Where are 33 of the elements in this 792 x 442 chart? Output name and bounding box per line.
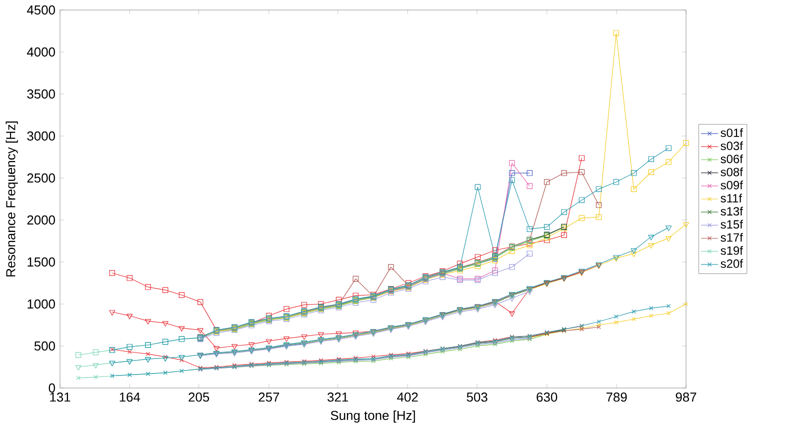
legend-label: s03f: [720, 141, 743, 150]
x-tick-label: 789: [606, 392, 627, 402]
x-tick-label: 630: [536, 392, 558, 402]
legend-label: s01f: [720, 128, 743, 138]
x-tick-label: 164: [120, 392, 140, 402]
x-tick-label: 321: [328, 392, 348, 402]
legend-label: s08f: [720, 168, 743, 176]
legend-label: s19f: [720, 246, 743, 255]
y-tick-label: 1000: [28, 299, 55, 309]
legend-label: s11f: [720, 194, 742, 202]
legend-label: s06f: [720, 154, 743, 164]
x-tick-label: 987: [676, 392, 696, 402]
y-tick-label: 4500: [26, 5, 55, 15]
legend-label: s09f: [720, 180, 743, 190]
x-tick-label: 402: [397, 392, 418, 402]
y-tick-label: 3500: [27, 89, 55, 99]
legend-label: s20f: [720, 259, 743, 268]
legend-label: s15f: [720, 220, 743, 229]
y-tick-label: 1500: [28, 257, 55, 267]
y-tick-label: 500: [34, 341, 55, 351]
x-tick-label: 503: [466, 392, 488, 402]
y-tick-label: 2500: [27, 173, 55, 183]
x-axis-title: Sung tone [Hz]: [330, 410, 415, 423]
legend-label: s13f: [720, 206, 743, 216]
y-tick-label: 4000: [26, 47, 55, 57]
x-tick-label: 257: [258, 392, 280, 402]
x-tick-label: 131: [50, 392, 70, 402]
x-tick-label: 205: [188, 392, 210, 402]
y-tick-label: 2000: [27, 215, 55, 225]
legend-label: s17f: [720, 232, 743, 242]
y-axis-title: Resonance Frequency [Hz]: [6, 121, 18, 276]
y-tick-label: 0: [48, 383, 56, 393]
y-tick-label: 3000: [27, 131, 55, 141]
